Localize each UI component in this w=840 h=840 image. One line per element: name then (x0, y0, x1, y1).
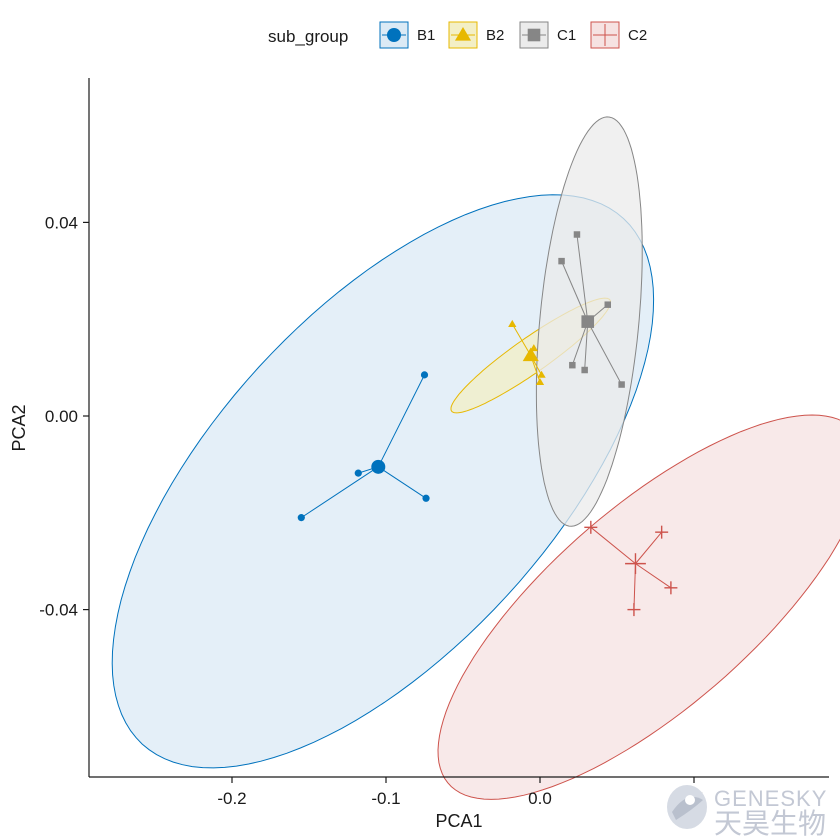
point-c1-4 (569, 361, 576, 369)
x-tick-label-1: -0.2 (217, 789, 246, 808)
y-tick-label-3: 0.04 (45, 213, 78, 232)
point-b1-4 (422, 494, 430, 502)
legend-item-b1: B1 (379, 21, 435, 49)
legend-marker-b2 (454, 26, 472, 41)
link-c1-5 (584, 321, 589, 371)
point-c2-2 (655, 525, 669, 539)
point-c1-3 (604, 301, 611, 308)
x-tick-label-3: 0.0 (528, 789, 552, 808)
legend-item-c1: C1 (519, 21, 576, 49)
ellipse-c2 (437, 414, 840, 800)
centroid-b1 (371, 459, 386, 474)
y-tick-label-1: -0.04 (39, 601, 78, 620)
legend-marker-b1 (387, 28, 401, 42)
point-b1-1 (297, 514, 305, 522)
link-c1-4 (571, 321, 589, 366)
link-c2-3 (635, 563, 672, 589)
centroid-b2 (522, 347, 539, 362)
point-b1-3 (420, 371, 429, 379)
centroid-c1 (581, 315, 595, 328)
genesky-watermark: GENESKY 天昊生物 (667, 785, 827, 840)
axes (88, 78, 829, 778)
watermark-brand-en: GENESKY (714, 786, 827, 811)
legend-label-b2: B2 (486, 27, 504, 44)
point-c1-5 (581, 366, 588, 374)
point-b2-3 (537, 370, 546, 378)
point-c1-6 (618, 381, 625, 388)
link-b1-1 (301, 466, 379, 519)
link-c2-1 (590, 526, 636, 565)
legend-marker-c1 (527, 28, 541, 42)
legend-item-c2: C2 (590, 21, 647, 49)
point-c2-3 (664, 581, 678, 595)
sample-points (297, 231, 678, 617)
watermark-brand-cn: 天昊生物 (714, 807, 826, 840)
legend-label-c1: C1 (557, 27, 576, 44)
point-b2-1 (508, 319, 517, 327)
legend-label-b1: B1 (417, 27, 435, 44)
legend: sub_group B1 B2 C1 C2 (268, 21, 647, 49)
centroid-c2 (625, 553, 646, 575)
point-c2-4 (627, 603, 641, 617)
link-c1-2 (561, 260, 589, 322)
link-b1-3 (377, 374, 425, 468)
legend-label-c2: C2 (628, 27, 647, 44)
link-b1-4 (378, 466, 427, 499)
confidence-ellipses (111, 116, 840, 800)
link-b2-1 (511, 323, 532, 356)
ellipse-b1 (111, 194, 655, 769)
legend-item-b2: B2 (448, 21, 504, 49)
point-c1-1 (573, 231, 581, 238)
legend-title: sub_group (268, 27, 348, 46)
genesky-logo-icon (667, 785, 707, 829)
point-b1-2 (354, 469, 362, 477)
centroid-links (301, 234, 672, 610)
point-c2-1 (584, 520, 598, 534)
point-c1-2 (558, 257, 565, 265)
link-c2-2 (635, 531, 663, 564)
link-c1-1 (576, 234, 589, 322)
point-b2-4 (535, 377, 545, 386)
x-tick-label-2: -0.1 (371, 789, 400, 808)
y-axis-title: PCA2 (9, 404, 29, 451)
y-tick-label-2: 0.00 (45, 407, 78, 426)
x-axis-title: PCA1 (435, 811, 482, 831)
link-c1-6 (587, 321, 623, 385)
